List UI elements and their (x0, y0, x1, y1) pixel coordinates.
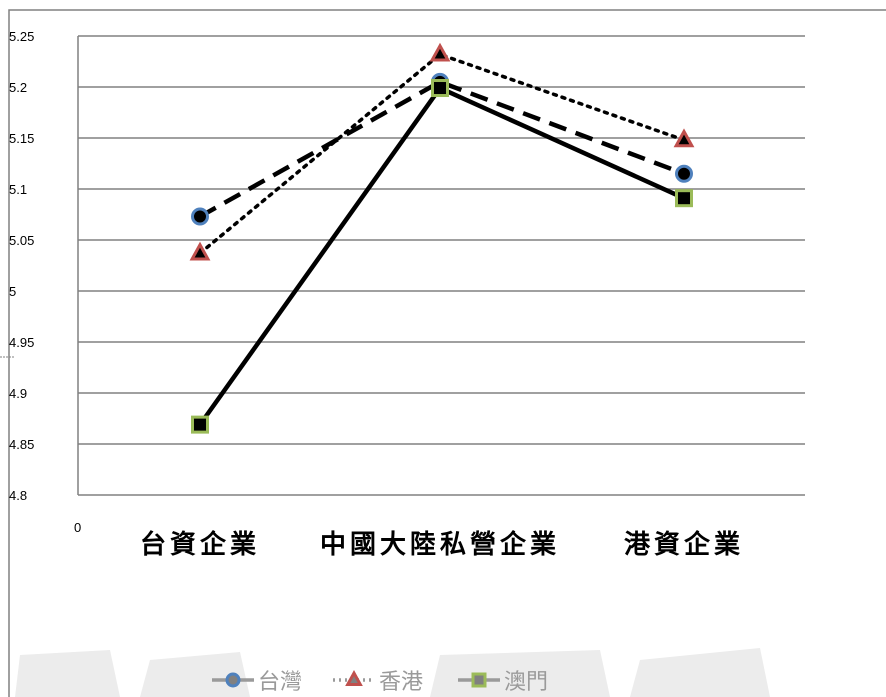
x-axis-ticks: 0 台資企業 中國大陸私營企業 港資企業 (74, 520, 744, 560)
legend-marker (225, 672, 241, 688)
y-tick-label: 5.05 (9, 233, 34, 248)
data-point-triangle (673, 128, 695, 148)
series (189, 42, 695, 434)
legend-marker (345, 670, 363, 687)
legend-marker (471, 672, 487, 688)
y-tick-label: 5.25 (9, 29, 34, 44)
x-tick-label: 港資企業 (624, 529, 744, 560)
x-tick-label: 台資企業 (140, 529, 260, 560)
legend-label: 台灣 (258, 670, 302, 695)
y-tick-label: 4.95 (9, 335, 34, 350)
data-point-square (431, 79, 449, 98)
data-point-circle (191, 207, 209, 226)
data-point-triangle (429, 42, 451, 62)
y-tick-label: 5.2 (9, 80, 27, 95)
y-tick-label: 4.85 (9, 437, 34, 452)
x-origin-label: 0 (74, 520, 81, 535)
y-axis-ticks: 5.25 5.2 5.15 5.1 5.05 5 4.95 4.9 4.85 4.8 (9, 29, 34, 503)
y-tick-label: 5 (9, 284, 16, 299)
legend-label: 澳門 (504, 670, 548, 695)
data-point-triangle (189, 241, 211, 261)
legend-label: 香港 (379, 670, 423, 695)
y-tick-label: 5.1 (9, 182, 27, 197)
series-line (198, 79, 685, 219)
gridlines (77, 35, 805, 496)
legend: 台灣 香港 澳門 (212, 670, 548, 695)
y-tick-label: 5.15 (9, 131, 34, 146)
data-point-square (675, 189, 693, 208)
chart-frame (8, 9, 886, 697)
data-point-circle (675, 164, 693, 183)
y-tick-label: 4.9 (9, 386, 27, 401)
data-point-square (191, 415, 209, 434)
y-tick-label: 4.8 (9, 488, 27, 503)
x-tick-label: 中國大陸私營企業 (320, 529, 560, 560)
